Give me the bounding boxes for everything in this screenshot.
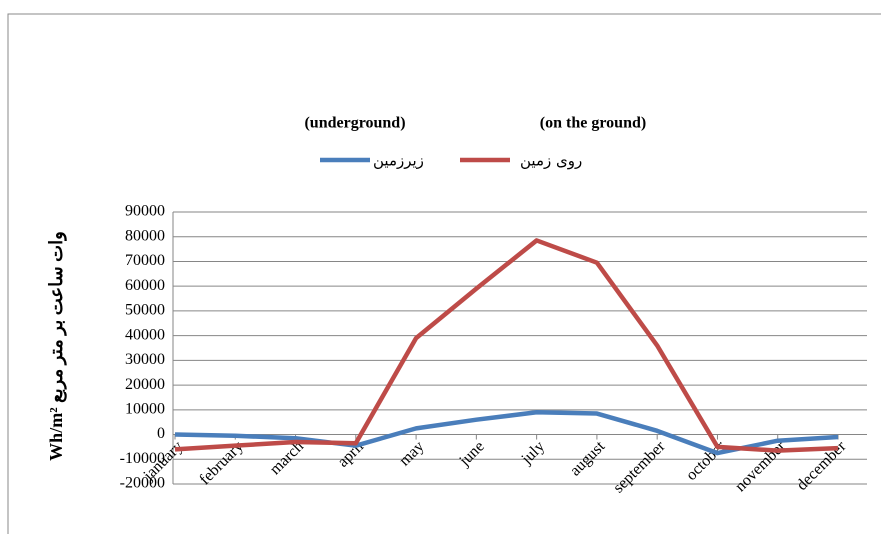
annotation: (on the ground): [540, 115, 646, 132]
annotation: (underground): [304, 115, 405, 132]
y-tick-label: 50000: [125, 302, 165, 319]
y-tick-label: 0: [157, 425, 165, 442]
legend-label: روی زمین: [520, 152, 582, 170]
y-tick-label: 30000: [125, 351, 165, 368]
series-line: [174, 410, 839, 456]
x-tick-label: july: [518, 438, 548, 468]
chart-frame: [7, 13, 881, 534]
y-tick-label: 80000: [125, 227, 165, 244]
x-tick-label: september: [610, 437, 669, 496]
x-tick-label: december: [793, 437, 849, 493]
y-tick-label: 70000: [125, 252, 165, 269]
series-line: [174, 238, 839, 453]
x-tick-label: may: [396, 438, 427, 469]
y-tick-label: 40000: [125, 326, 165, 343]
y-tick-label: -20000: [120, 475, 165, 492]
y-tick-label: 20000: [125, 376, 165, 393]
y-tick-label: 60000: [125, 277, 165, 294]
y-tick-label: 90000: [125, 203, 165, 220]
legend-label: زیرزمین: [373, 152, 424, 170]
y-tick-label: -10000: [120, 450, 165, 467]
x-tick-label: june: [456, 438, 488, 470]
x-tick-label: august: [567, 438, 609, 480]
y-tick-label: 10000: [125, 400, 165, 417]
y-axis-title: Wh/m² وات ساعت بر متر مربع: [46, 231, 67, 461]
